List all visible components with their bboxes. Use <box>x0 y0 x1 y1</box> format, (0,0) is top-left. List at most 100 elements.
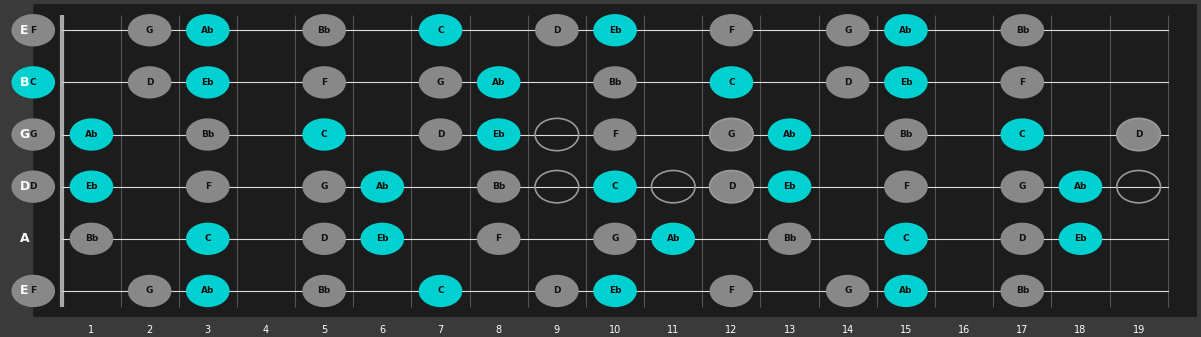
Ellipse shape <box>1058 223 1103 255</box>
Text: Eb: Eb <box>609 286 621 296</box>
Text: 6: 6 <box>380 325 386 335</box>
Ellipse shape <box>186 66 229 98</box>
Text: Ab: Ab <box>201 26 215 35</box>
Ellipse shape <box>884 118 927 151</box>
Ellipse shape <box>12 275 55 307</box>
Text: Eb: Eb <box>202 78 214 87</box>
Text: Eb: Eb <box>85 182 97 191</box>
Ellipse shape <box>70 118 113 151</box>
Text: E: E <box>20 284 29 298</box>
Ellipse shape <box>593 66 637 98</box>
Text: 8: 8 <box>496 325 502 335</box>
Ellipse shape <box>303 275 346 307</box>
Text: 3: 3 <box>204 325 211 335</box>
Ellipse shape <box>360 171 405 203</box>
Ellipse shape <box>593 275 637 307</box>
Ellipse shape <box>767 171 812 203</box>
Ellipse shape <box>826 275 870 307</box>
Text: Ab: Ab <box>201 286 215 296</box>
Text: D: D <box>554 286 561 296</box>
Text: F: F <box>30 26 36 35</box>
Ellipse shape <box>884 223 927 255</box>
Text: Bb: Bb <box>317 286 330 296</box>
Text: G: G <box>844 26 852 35</box>
Text: Ab: Ab <box>492 78 506 87</box>
Text: 1: 1 <box>89 325 95 335</box>
Text: 2: 2 <box>147 325 153 335</box>
Ellipse shape <box>710 66 753 98</box>
Text: D: D <box>728 182 735 191</box>
Text: Eb: Eb <box>1074 234 1087 243</box>
Ellipse shape <box>1000 223 1044 255</box>
Text: F: F <box>204 182 211 191</box>
Text: C: C <box>728 78 735 87</box>
Ellipse shape <box>1058 171 1103 203</box>
Text: Bb: Bb <box>1016 26 1029 35</box>
Ellipse shape <box>826 66 870 98</box>
Text: C: C <box>1018 130 1026 139</box>
Text: Ab: Ab <box>1074 182 1087 191</box>
Text: Eb: Eb <box>783 182 796 191</box>
Ellipse shape <box>186 118 229 151</box>
Ellipse shape <box>419 14 462 47</box>
Text: G: G <box>844 286 852 296</box>
Text: 14: 14 <box>842 325 854 335</box>
Text: D: D <box>145 78 154 87</box>
Ellipse shape <box>477 171 520 203</box>
Ellipse shape <box>127 275 172 307</box>
Ellipse shape <box>1000 275 1044 307</box>
Text: 19: 19 <box>1133 325 1145 335</box>
Text: B: B <box>19 76 29 89</box>
Ellipse shape <box>1000 66 1044 98</box>
Text: F: F <box>1020 78 1026 87</box>
Ellipse shape <box>593 118 637 151</box>
Text: C: C <box>611 182 619 191</box>
Ellipse shape <box>767 118 812 151</box>
Text: Ab: Ab <box>783 130 796 139</box>
Ellipse shape <box>710 14 753 47</box>
Text: A: A <box>19 232 29 245</box>
Text: F: F <box>613 130 619 139</box>
Text: E: E <box>20 24 29 37</box>
Text: D: D <box>19 180 30 193</box>
Ellipse shape <box>12 118 55 151</box>
Text: 17: 17 <box>1016 325 1028 335</box>
Ellipse shape <box>303 118 346 151</box>
Text: 13: 13 <box>783 325 796 335</box>
Text: C: C <box>437 286 444 296</box>
Text: Bb: Bb <box>202 130 215 139</box>
Text: D: D <box>844 78 852 87</box>
Ellipse shape <box>536 275 579 307</box>
Ellipse shape <box>303 14 346 47</box>
Text: D: D <box>30 182 37 191</box>
Text: Bb: Bb <box>492 182 506 191</box>
Ellipse shape <box>477 66 520 98</box>
Text: D: D <box>1018 234 1026 243</box>
Ellipse shape <box>12 66 55 98</box>
Ellipse shape <box>884 275 927 307</box>
Text: F: F <box>728 26 735 35</box>
Text: G: G <box>611 234 619 243</box>
Ellipse shape <box>767 223 812 255</box>
Text: 9: 9 <box>554 325 560 335</box>
Text: 10: 10 <box>609 325 621 335</box>
Text: Ab: Ab <box>667 234 680 243</box>
Text: Eb: Eb <box>492 130 504 139</box>
Ellipse shape <box>12 14 55 47</box>
Text: D: D <box>554 26 561 35</box>
Ellipse shape <box>593 171 637 203</box>
Ellipse shape <box>419 275 462 307</box>
Text: Ab: Ab <box>900 26 913 35</box>
Ellipse shape <box>70 171 113 203</box>
Ellipse shape <box>710 118 753 151</box>
Ellipse shape <box>884 14 927 47</box>
Text: G: G <box>437 78 444 87</box>
Ellipse shape <box>419 66 462 98</box>
Text: G: G <box>321 182 328 191</box>
Ellipse shape <box>826 14 870 47</box>
Ellipse shape <box>303 223 346 255</box>
Ellipse shape <box>1000 14 1044 47</box>
Ellipse shape <box>536 14 579 47</box>
Text: Bb: Bb <box>783 234 796 243</box>
Text: D: D <box>321 234 328 243</box>
